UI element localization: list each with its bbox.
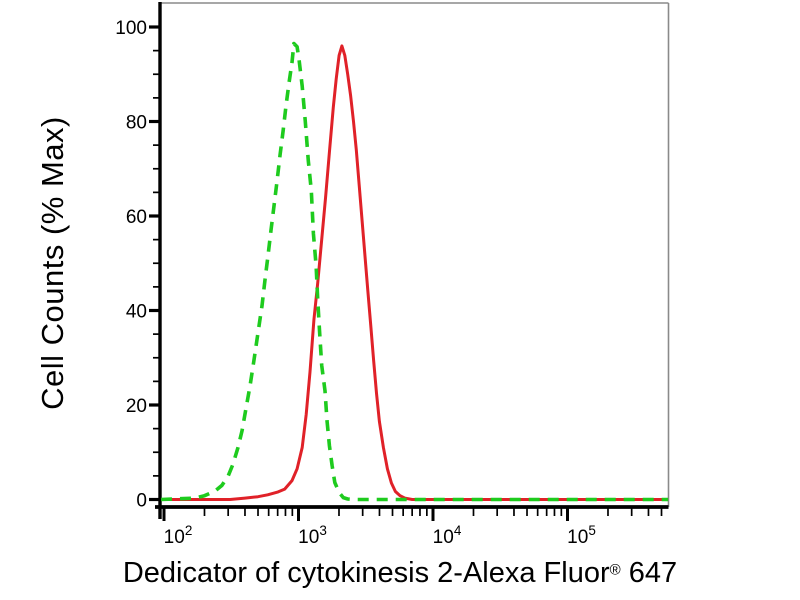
y-tick-label: 100: [115, 18, 147, 39]
x-tick-label: 103: [298, 523, 327, 548]
x-tick-label: 104: [433, 523, 462, 548]
y-tick-label: 20: [126, 396, 147, 417]
registered-trademark-icon: ®: [609, 561, 621, 579]
y-tick-label: 0: [136, 491, 147, 512]
x-tick-label: 105: [567, 523, 596, 548]
green-dashed-curve: [160, 41, 669, 502]
red-solid-curve: [161, 44, 669, 501]
y-tick-label: 80: [126, 113, 147, 134]
x-axis-title-text: Dedicator of cytokinesis 2-Alexa Fluor: [122, 557, 610, 589]
x-axis-title-suffix: 647: [620, 557, 678, 589]
y-tick-label: 40: [126, 302, 147, 323]
y-tick-label: 60: [126, 207, 147, 228]
x-tick-label: 102: [164, 523, 193, 548]
x-axis-title: Dedicator of cytokinesis 2-Alexa Fluor® …: [0, 557, 800, 590]
